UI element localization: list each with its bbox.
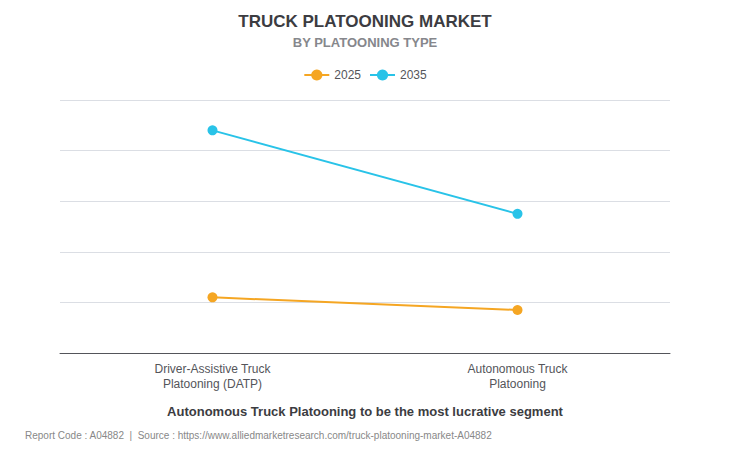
svg-text:Driver-Assistive Truck: Driver-Assistive Truck [154,362,271,376]
svg-text:Autonomous Truck Platooning to: Autonomous Truck Platooning to be the mo… [167,404,563,419]
svg-text:Platooning: Platooning [489,377,546,391]
svg-text:Platooning (DATP): Platooning (DATP) [163,377,262,391]
svg-text:TRUCK PLATOONING MARKET: TRUCK PLATOONING MARKET [238,12,492,31]
svg-text:Report Code : A04882 | Sourc: Report Code : A04882 | Source : https://… [25,430,492,441]
svg-text:Autonomous Truck: Autonomous Truck [467,362,568,376]
svg-text:2035: 2035 [400,68,427,82]
svg-text:2025: 2025 [334,68,361,82]
svg-text:BY PLATOONING TYPE: BY PLATOONING TYPE [293,35,438,50]
